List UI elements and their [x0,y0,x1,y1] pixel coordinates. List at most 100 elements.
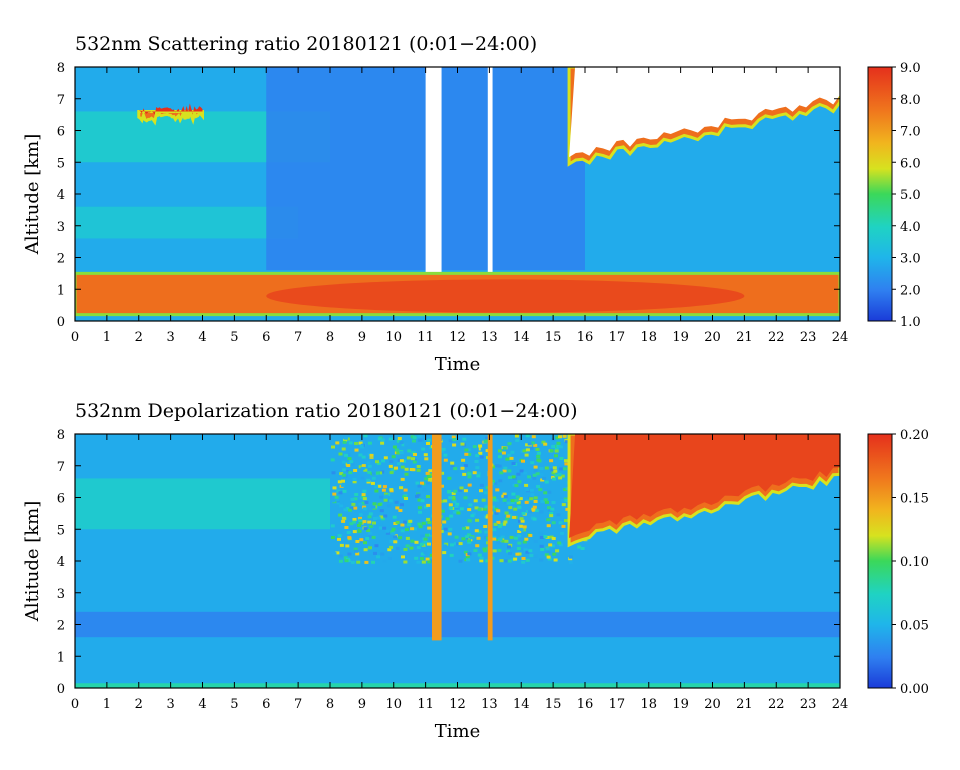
x-tick-label: 9 [358,330,366,345]
noise-cell [502,522,507,526]
noise-cell [468,503,473,507]
noise-cell [336,489,341,493]
noise-cell [453,542,458,546]
noise-cell [353,497,358,501]
noise-cell [389,488,394,492]
noise-cell [554,454,558,458]
noise-cell [423,551,428,555]
noise-cell [440,471,445,475]
x-tick-label: 23 [800,697,817,712]
noise-cell [517,480,522,484]
noise-cell [527,442,532,446]
noise-cell [338,513,343,517]
noise-cell [475,544,480,548]
noise-cell [481,511,486,514]
noise-cell [339,501,344,505]
noise-cell [338,554,343,558]
noise-cell [361,495,366,499]
noise-cell [404,497,408,500]
x-tick-label: 20 [704,697,721,712]
noise-cell [385,531,390,535]
noise-cell [469,536,474,540]
noise-cell [413,453,417,456]
noise-cell [332,492,337,496]
noise-cell [450,461,455,465]
noise-cell [332,552,337,556]
noise-cell [388,464,393,468]
noise-cell [383,514,388,518]
noise-cell [554,473,559,477]
noise-cell [464,452,469,456]
noise-cell [492,496,497,500]
x-tick-label: 14 [513,697,530,712]
noise-cell [424,520,429,524]
colorbar-tick-label: 0.15 [900,492,929,507]
x-tick-label: 17 [609,697,626,712]
colorbar-tick-label: 9.0 [900,61,921,76]
noise-cell [533,443,538,447]
noise-cell [527,510,532,514]
noise-cell [335,441,340,445]
noise-cell [491,465,496,469]
noise-cell [355,540,360,543]
noise-cell [549,514,554,518]
noise-cell [483,549,488,553]
colorbar-tick-label: 8.0 [900,93,921,108]
noise-cell [558,521,563,525]
noise-cell [397,462,402,466]
noise-cell [499,523,503,526]
noise-cell [426,481,431,485]
y-tick-label: 8 [57,61,65,76]
noise-cell [366,528,371,532]
noise-cell [404,472,409,476]
x-tick-label: 8 [326,330,334,345]
noise-cell [358,518,363,522]
noise-cell [524,537,529,541]
noise-cell [359,527,364,531]
noise-cell [467,539,471,543]
boundary-layer-core [266,279,745,313]
noise-cell [460,466,465,470]
noise-cell [552,466,557,470]
y-tick-label: 2 [57,252,65,267]
noise-cell [474,506,479,510]
chart-title: 532nm Scattering ratio 20180121 (0:01−24… [75,33,537,55]
noise-cell [338,559,343,563]
noise-cell [398,536,403,540]
noise-cell [524,453,529,457]
noise-cell [428,469,433,473]
noise-cell [381,459,385,463]
x-tick-label: 13 [481,330,498,345]
noise-cell [561,503,566,507]
noise-cell [543,535,548,539]
noise-cell [522,525,527,529]
noise-cell [503,520,508,524]
noise-cell [399,459,404,463]
noise-cell [399,518,404,522]
noise-cell [502,498,507,502]
noise-cell [484,530,489,534]
noise-cell [429,556,434,559]
noise-cell [399,441,404,444]
noise-cell [371,560,375,564]
x-tick-label: 11 [417,697,434,712]
noise-cell [371,505,376,509]
noise-cell [558,435,562,439]
noise-cell [560,474,565,478]
noise-cell [338,491,343,495]
heatmap-field [75,67,840,321]
noise-cell [546,518,551,522]
noise-cell [545,547,550,551]
noise-cell [472,445,477,449]
noise-cell [451,498,456,502]
noise-cell [403,520,408,524]
noise-cell [427,438,431,442]
x-tick-label: 6 [262,697,270,712]
x-tick-label: 10 [385,330,402,345]
noise-cell [454,470,459,474]
noise-cell [465,526,470,530]
noise-cell [517,534,522,538]
column-region [425,67,442,274]
noise-cell [543,491,548,495]
noise-cell [384,492,388,496]
